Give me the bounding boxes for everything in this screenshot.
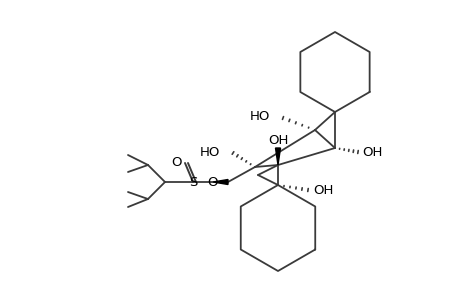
Text: O: O: [171, 157, 182, 169]
Text: HO: HO: [199, 146, 219, 158]
Polygon shape: [275, 148, 280, 165]
Text: OH: OH: [312, 184, 333, 196]
Text: OH: OH: [361, 146, 381, 158]
Polygon shape: [213, 179, 228, 184]
Text: HO: HO: [249, 110, 269, 124]
Text: S: S: [188, 176, 197, 188]
Text: O: O: [207, 176, 218, 188]
Text: OH: OH: [268, 134, 288, 146]
